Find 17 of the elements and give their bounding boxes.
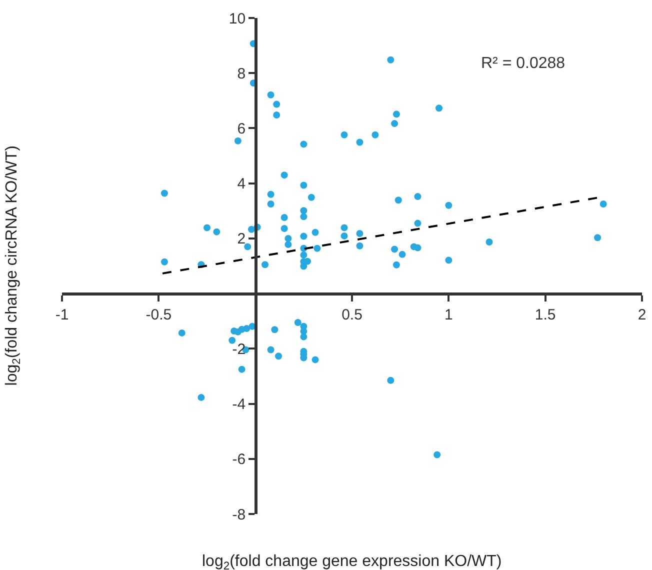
y-tick-label: -4 xyxy=(232,396,246,414)
x-tick-label: -0.5 xyxy=(146,306,172,324)
y-tick-label: -2 xyxy=(232,340,246,358)
y-tick-label: 2 xyxy=(237,230,246,248)
x-axis-title: log$_{2}$(fold change gene expression KO/WT) xyxy=(202,553,502,570)
y-tick-label: 4 xyxy=(237,176,246,193)
y-tick-label: -8 xyxy=(232,506,246,524)
x-tick-label: 0.5 xyxy=(342,306,362,324)
y-tick-label: 8 xyxy=(237,65,246,82)
y-tick-label: -6 xyxy=(232,451,246,468)
annotation: R² = 0.0288 xyxy=(481,55,566,72)
y-tick-label: 10 xyxy=(228,10,246,28)
x-tick-label: -1 xyxy=(55,306,69,324)
x-tick-label: 1.5 xyxy=(534,306,556,324)
x-tick-label: 1 xyxy=(444,306,453,324)
x-tick-label: 2 xyxy=(638,306,646,324)
y-tick-label: 6 xyxy=(237,120,246,138)
